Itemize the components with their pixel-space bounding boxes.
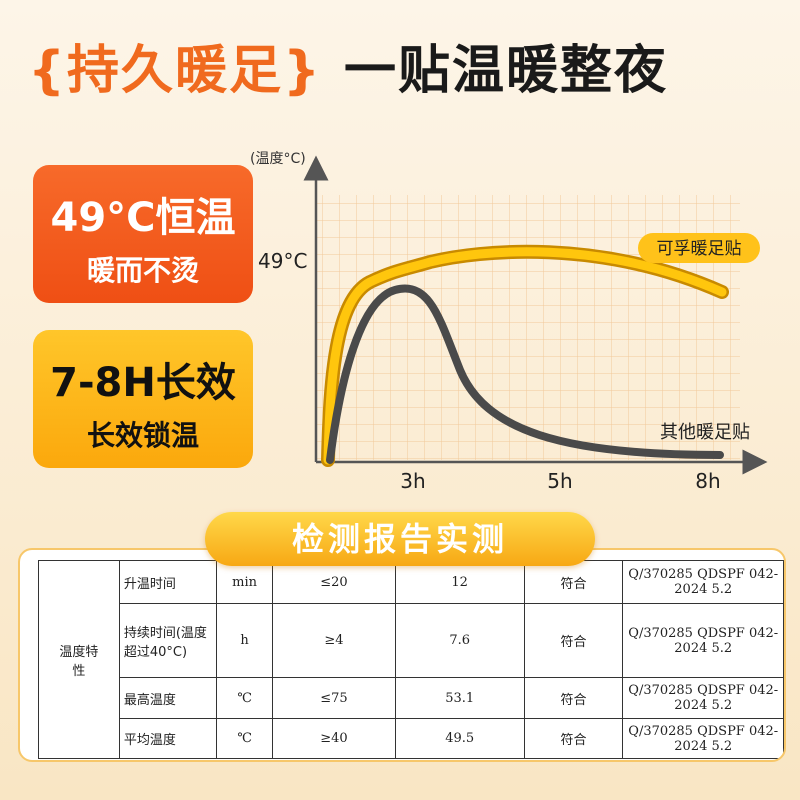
report-cell: h	[216, 603, 274, 678]
report-cell: 符合	[523, 718, 624, 759]
badge: 7-8H长效长效锁温	[33, 330, 253, 468]
badge: 49°C恒温暖而不烫	[33, 165, 253, 303]
report-title: 检测报告实测	[205, 512, 595, 566]
report-cell: ≥40	[272, 718, 396, 759]
x-tick-label: 3h	[400, 469, 425, 493]
report-cell: ≤75	[272, 677, 396, 719]
series-label: 其他暖足贴	[660, 422, 750, 443]
badge-subtitle: 长效锁温	[86, 419, 199, 452]
curve-other	[326, 284, 724, 464]
report-cell: 53.1	[394, 677, 525, 719]
report-cell: 平均温度	[118, 718, 218, 759]
report-cell: 12	[394, 560, 525, 604]
chart: (温度°C) 49°C 可孚暖足贴 其他暖足贴 3h 5h 8h	[250, 151, 768, 493]
headline: {持久暖足} 一贴温暖整夜	[28, 28, 668, 103]
report-cell: 升温时间	[118, 560, 218, 604]
badge-title: 7-8H长效	[50, 360, 236, 406]
curve-kefu-fill	[323, 247, 727, 465]
series-label: 可孚暖足贴	[657, 239, 742, 259]
report-row: 平均温度 ℃ ≥40 49.5 符合 Q/370285 QDSPF 042-2024 5.…	[39, 718, 784, 759]
x-tick-label: 8h	[695, 469, 720, 493]
series-label-bg	[638, 233, 760, 263]
report-row: 最高温度 ℃ ≤75 53.1 符合 Q/370285 QDSPF 042-2024 5.…	[39, 677, 784, 719]
headline-bracketed: {持久暖足}	[28, 41, 323, 101]
report-cell: 最高温度	[118, 677, 218, 719]
report-table: 温度特性 升温时间 min ≤20 12 符合 Q/370285 QDSPF 042-202…	[38, 560, 784, 759]
report-cell: 持续时间(温度超过40°C)	[118, 603, 218, 678]
badge-title: 49°C恒温	[50, 195, 236, 241]
report-cell: Q/370285 QDSPF 042-2024 5.2	[622, 718, 784, 759]
report-cell: min	[216, 560, 274, 604]
report-card: 温度特性 升温时间 min ≤20 12 符合 Q/370285 QDSPF 042-202…	[18, 548, 786, 762]
badge-subtitle: 暖而不烫	[86, 254, 199, 287]
report-cell: 符合	[523, 603, 624, 678]
y-tick-label: 49°C	[258, 249, 307, 273]
y-axis-label: (温度°C)	[250, 151, 306, 167]
report-cell: Q/370285 QDSPF 042-2024 5.2	[622, 603, 784, 678]
headline-main: 一贴温暖整夜	[344, 41, 669, 101]
report-cell: ≥4	[272, 603, 396, 678]
report-cell: 符合	[523, 677, 624, 719]
group-cell: 温度特性	[38, 560, 120, 759]
report-cell: ≤20	[272, 560, 396, 604]
report-cell: ℃	[216, 677, 274, 719]
report-cell: Q/370285 QDSPF 042-2024 5.2	[622, 677, 784, 719]
report-row: 温度特性 升温时间 min ≤20 12 符合 Q/370285 QDSPF 042-202…	[38, 560, 784, 759]
report-cell: 49.5	[394, 718, 525, 759]
report-row: 持续时间(温度超过40°C) h ≥4 7.6 符合 Q/370285 QDSPF 042…	[39, 603, 784, 678]
report-cell: 符合	[523, 560, 624, 604]
report-cell: ℃	[216, 718, 274, 759]
report-cell: 7.6	[394, 603, 525, 678]
x-tick-label: 5h	[547, 469, 572, 493]
report-cell: Q/370285 QDSPF 042-2024 5.2	[622, 560, 784, 604]
